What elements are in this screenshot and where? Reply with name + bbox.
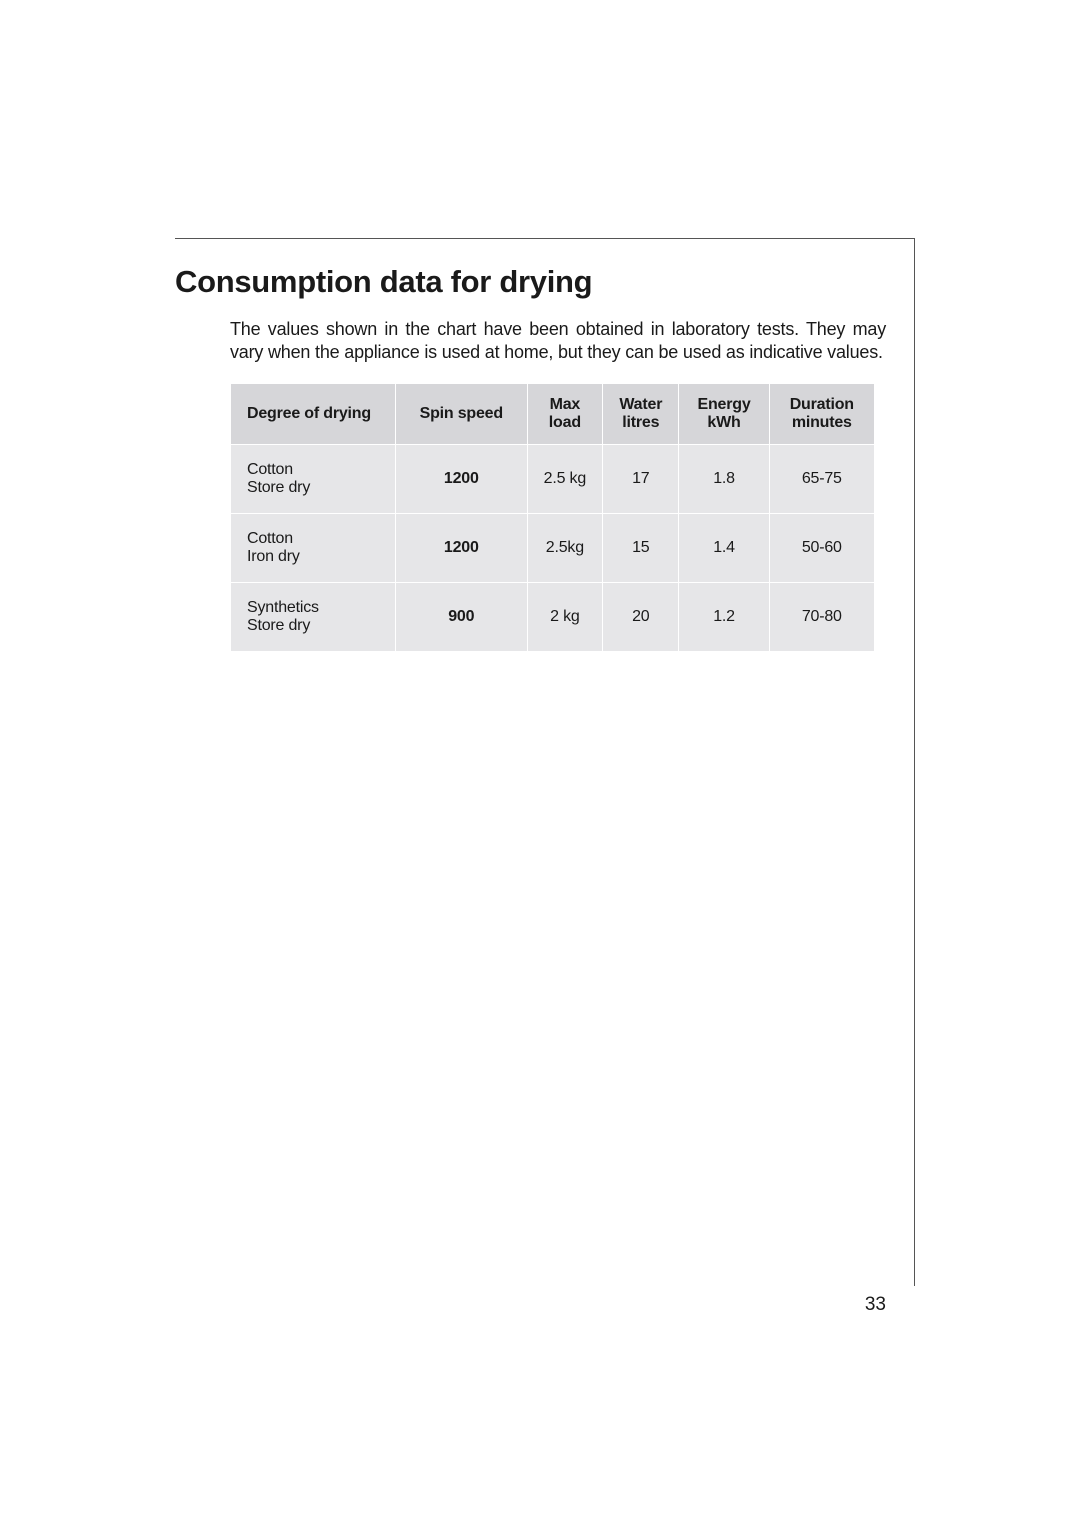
- col-sublabel: minutes: [776, 414, 868, 432]
- cell-degree: Cotton Iron dry: [231, 513, 396, 582]
- col-duration: Duration minutes: [769, 383, 874, 444]
- table-row: Cotton Store dry 1200 2.5 kg 17 1.8 65-7…: [231, 444, 875, 513]
- col-label: Water: [619, 396, 662, 413]
- cell-water: 17: [603, 444, 679, 513]
- page-number: 33: [865, 1294, 886, 1316]
- col-sublabel: kWh: [685, 414, 762, 432]
- table-header-row: Degree of drying Spin speed Max load Wat…: [231, 383, 875, 444]
- cell-duration: 65-75: [769, 444, 874, 513]
- cell-spin: 1200: [396, 444, 528, 513]
- table-row: Cotton Iron dry 1200 2.5kg 15 1.4 50-60: [231, 513, 875, 582]
- col-label: Duration: [790, 396, 854, 413]
- cell-degree: Cotton Store dry: [231, 444, 396, 513]
- cell-energy: 1.2: [679, 582, 769, 651]
- intro-paragraph: The values shown in the chart have been …: [230, 318, 886, 365]
- cell-energy: 1.4: [679, 513, 769, 582]
- col-load: Max load: [527, 383, 603, 444]
- degree-line2: Store dry: [247, 479, 389, 497]
- degree-line2: Store dry: [247, 617, 389, 635]
- degree-line1: Cotton: [247, 530, 293, 547]
- col-label: Max: [550, 396, 581, 413]
- table-row: Synthetics Store dry 900 2 kg 20 1.2 70-…: [231, 582, 875, 651]
- degree-line2: Iron dry: [247, 548, 389, 566]
- degree-line1: Cotton: [247, 461, 293, 478]
- cell-water: 15: [603, 513, 679, 582]
- col-label: Energy: [697, 396, 750, 413]
- cell-duration: 70-80: [769, 582, 874, 651]
- col-sublabel: litres: [609, 414, 672, 432]
- cell-degree: Synthetics Store dry: [231, 582, 396, 651]
- cell-water: 20: [603, 582, 679, 651]
- cell-load: 2.5kg: [527, 513, 603, 582]
- col-label: Spin speed: [420, 405, 503, 422]
- consumption-table: Degree of drying Spin speed Max load Wat…: [230, 383, 875, 652]
- cell-spin: 900: [396, 582, 528, 651]
- cell-energy: 1.8: [679, 444, 769, 513]
- page-frame: Consumption data for drying The values s…: [175, 238, 915, 1286]
- col-label: Degree of drying: [247, 405, 371, 422]
- col-energy: Energy kWh: [679, 383, 769, 444]
- col-degree: Degree of drying: [231, 383, 396, 444]
- col-spin: Spin speed: [396, 383, 528, 444]
- col-sublabel: load: [534, 414, 597, 432]
- page-heading: Consumption data for drying: [175, 264, 886, 300]
- cell-load: 2.5 kg: [527, 444, 603, 513]
- degree-line1: Synthetics: [247, 599, 319, 616]
- cell-load: 2 kg: [527, 582, 603, 651]
- cell-spin: 1200: [396, 513, 528, 582]
- cell-duration: 50-60: [769, 513, 874, 582]
- col-water: Water litres: [603, 383, 679, 444]
